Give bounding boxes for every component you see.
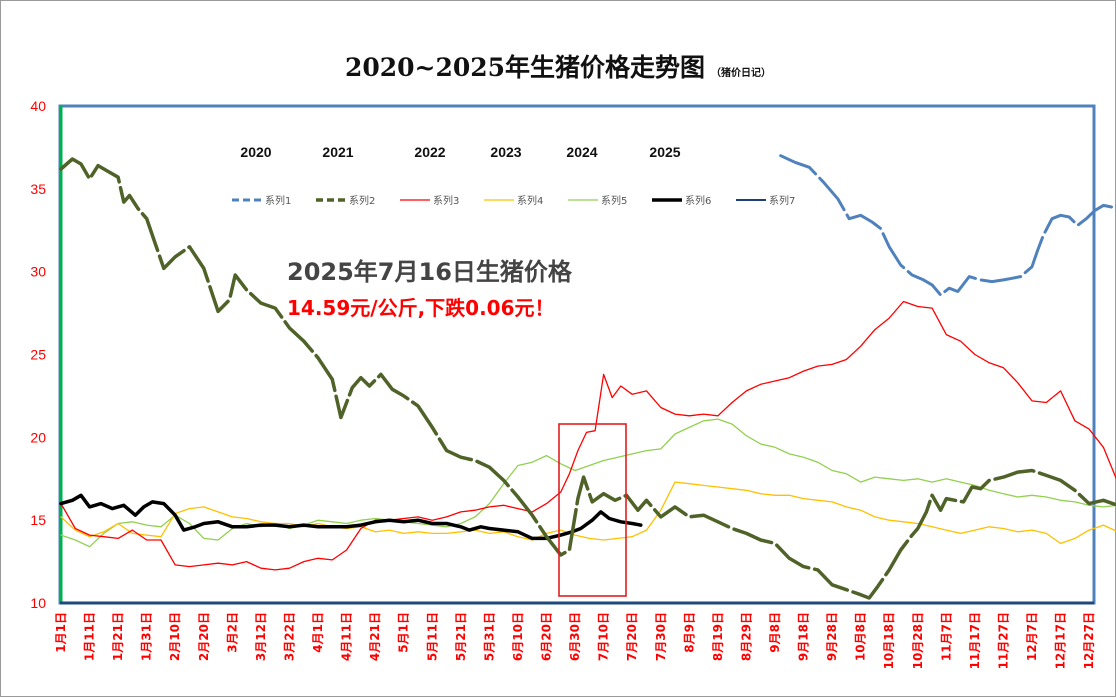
year-label: 2023: [490, 144, 521, 160]
x-tick-label: 1月31日: [140, 612, 154, 661]
x-tick-label: 10月18日: [882, 612, 896, 669]
x-tick-label: 4月21日: [368, 612, 382, 661]
x-tick-label: 9月8日: [768, 612, 782, 653]
x-tick-label: 11月7日: [939, 612, 953, 661]
annotation-detail: 14.59元/公斤,下跌0.06元！: [287, 296, 555, 320]
y-tick-label: 40: [30, 98, 46, 114]
legend-label: 系列6: [685, 194, 711, 207]
annotation-headline: 2025年7月16日生猪价格: [287, 258, 572, 286]
chart-subtitle: （猪价日记）: [711, 68, 772, 79]
year-label: 2020: [240, 144, 271, 160]
highlight-box: [558, 423, 627, 597]
watermark-text: 搜狐号@猪价日记: [858, 672, 1035, 697]
x-tick-label: 10月8日: [854, 612, 868, 661]
x-tick-label: 12月27日: [1082, 612, 1096, 669]
year-label: 2025: [649, 144, 680, 160]
x-tick-label: 5月1日: [397, 612, 411, 653]
legend-label: 系列4: [517, 194, 543, 207]
year-label: 2022: [414, 144, 445, 160]
legend: 系列1 系列2 系列3 系列4 系列5 系列6 系列7: [232, 194, 795, 207]
x-tick-label: 6月30日: [568, 612, 582, 661]
x-tick-label: 2月20日: [197, 612, 211, 661]
x-tick-label: 3月12日: [254, 612, 268, 661]
series-line: [779, 154, 1116, 297]
x-tick-label: 6月10日: [511, 612, 525, 661]
series-line: [59, 157, 1116, 600]
y-tick-label: 10: [30, 595, 46, 611]
chart-title: 2020~2025年生猪价格走势图 （猪价日记）: [0, 48, 1116, 84]
y-tick-label: 30: [30, 264, 46, 280]
x-tick-label: 5月11日: [425, 612, 439, 661]
y-axis-ticks: 10 15 20 25 30 35 40: [30, 98, 46, 611]
x-tick-label: 2月10日: [168, 612, 182, 661]
legend-label: 系列7: [769, 194, 795, 207]
series-line: [60, 418, 1116, 548]
x-tick-label: 8月9日: [682, 612, 696, 653]
series-line: [60, 300, 1116, 571]
y-tick-label: 20: [30, 429, 46, 445]
x-tick-label: 7月30日: [654, 612, 668, 661]
y-tick-label: 25: [30, 347, 46, 363]
y-tick-label: 35: [30, 181, 46, 197]
y-tick-label: 15: [30, 512, 46, 528]
x-tick-label: 12月17日: [1054, 612, 1068, 669]
x-tick-label: 3月2日: [225, 612, 239, 653]
chart-title-text: 2020~2025年生猪价格走势图: [344, 53, 706, 82]
x-tick-label: 8月29日: [739, 612, 753, 661]
x-tick-label: 9月18日: [797, 612, 811, 661]
legend-label: 系列2: [349, 194, 375, 207]
legend-label: 系列1: [265, 194, 291, 207]
legend-label: 系列3: [433, 194, 459, 207]
legend-label: 系列5: [601, 194, 627, 207]
x-tick-label: 11月17日: [968, 612, 982, 669]
x-tick-label: 4月11日: [340, 612, 354, 661]
x-tick-label: 7月20日: [625, 612, 639, 661]
series-layer: [59, 154, 1116, 600]
x-tick-label: 5月31日: [482, 612, 496, 661]
series-line: [59, 493, 643, 541]
year-label: 2021: [322, 144, 353, 160]
x-tick-label: 1月21日: [111, 612, 125, 661]
year-labels: 2020 2021 2022 2023 2024 2025: [240, 144, 680, 160]
x-tick-label: 1月11日: [83, 612, 97, 661]
series-line: [60, 481, 1116, 545]
x-tick-label: 9月28日: [825, 612, 839, 661]
x-tick-label: 7月10日: [597, 612, 611, 661]
x-tick-label: 5月21日: [454, 612, 468, 661]
x-tick-label: 8月19日: [711, 612, 725, 661]
x-tick-label: 3月22日: [282, 612, 296, 661]
x-tick-label: 1月1日: [54, 612, 68, 653]
x-tick-label: 12月7日: [1025, 612, 1039, 661]
x-tick-label: 6月20日: [540, 612, 554, 661]
x-axis-ticks: 1月1日 1月11日 1月21日 1月31日 2月10日 2月20日 3月2日 3月12日 3月…: [54, 612, 1096, 669]
x-tick-label: 11月27日: [996, 612, 1010, 669]
x-tick-label: 4月1日: [311, 612, 325, 653]
x-tick-label: 10月28日: [911, 612, 925, 669]
year-label: 2024: [566, 144, 597, 160]
